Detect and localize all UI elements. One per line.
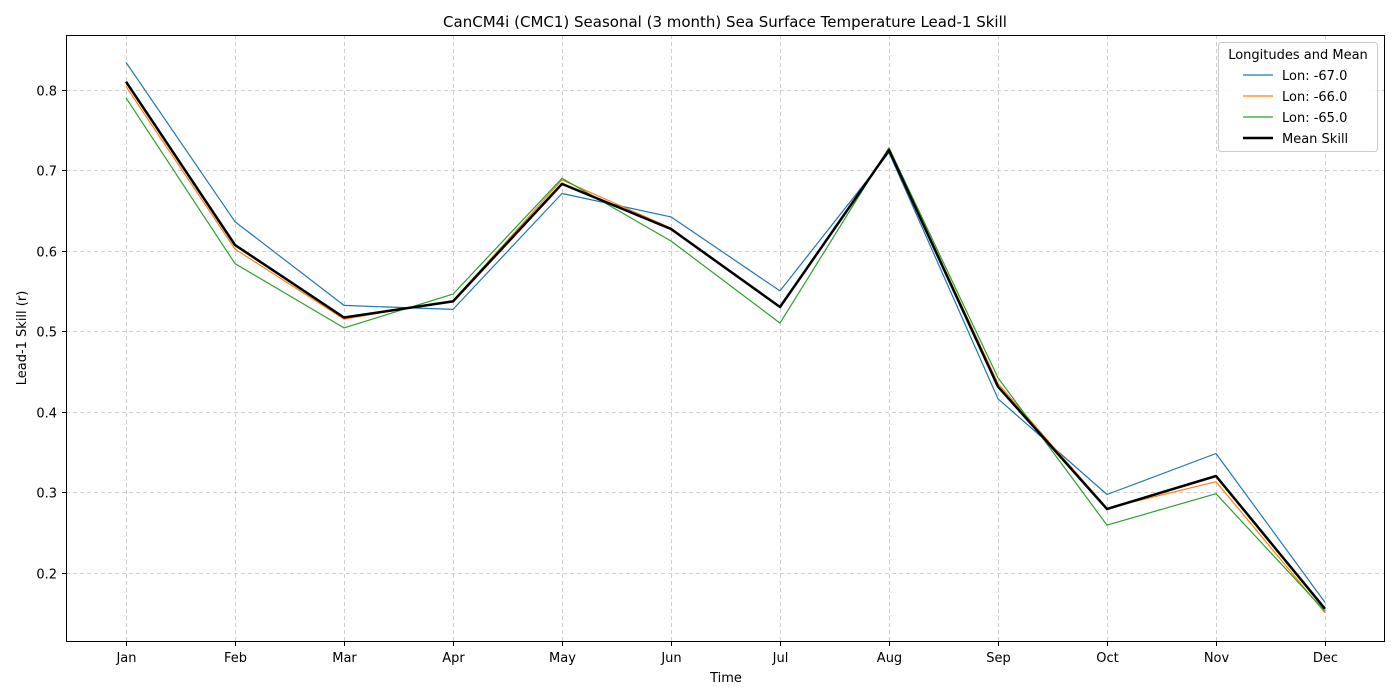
chart-title: CanCM4i (CMC1) Seasonal (3 month) Sea Su… [443,13,1007,31]
x-tick-label: Aug [877,651,902,666]
series-line-2 [125,97,1326,612]
legend-label-2: Lon: -65.0 [1282,111,1347,126]
y-tick-label: 0.7 [36,165,57,180]
x-tick-label: Jan [115,651,136,666]
x-tick-label: Jul [772,651,789,666]
series-line-3 [124,81,1326,610]
x-tick-label: Oct [1096,651,1118,666]
axis-layer: Jan Feb Mar Apr May Jun Jul Aug Sep Oct Nov Dec 0.2 0… [36,85,1338,667]
grid-layer [66,35,1384,641]
x-tick-label: Jun [660,651,681,666]
legend-box [1218,42,1378,152]
x-tick-label: Nov [1204,651,1230,666]
x-axis-label: Time [709,671,742,686]
x-tick-label: May [549,651,576,666]
series-line-1 [125,86,1326,614]
x-tick-label: Apr [442,651,465,666]
legend-label-1: Lon: -66.0 [1282,90,1347,105]
y-tick-label: 0.5 [36,326,57,341]
x-tick-label: Dec [1313,651,1338,666]
plot-frame [66,35,1385,642]
legend-label-3: Mean Skill [1282,132,1348,147]
x-tick-label: Sep [986,651,1011,666]
legend-title: Longitudes and Mean [1228,48,1368,63]
y-tick-label: 0.6 [36,246,57,261]
series-line-0 [125,62,1326,603]
y-axis-label: Lead-1 Skill (r) [15,291,30,386]
legend: Longitudes and Mean Lon: -67.0 Lon: -66.0 L… [1218,42,1378,152]
legend-label-0: Lon: -67.0 [1282,69,1347,84]
x-tick-label: Feb [224,651,247,666]
series-layer [124,62,1326,614]
y-tick-label: 0.3 [36,487,57,502]
y-tick-label: 0.4 [36,407,57,422]
y-tick-label: 0.8 [36,85,57,100]
y-tick-label: 0.2 [36,568,57,583]
x-tick-label: Mar [332,651,357,666]
